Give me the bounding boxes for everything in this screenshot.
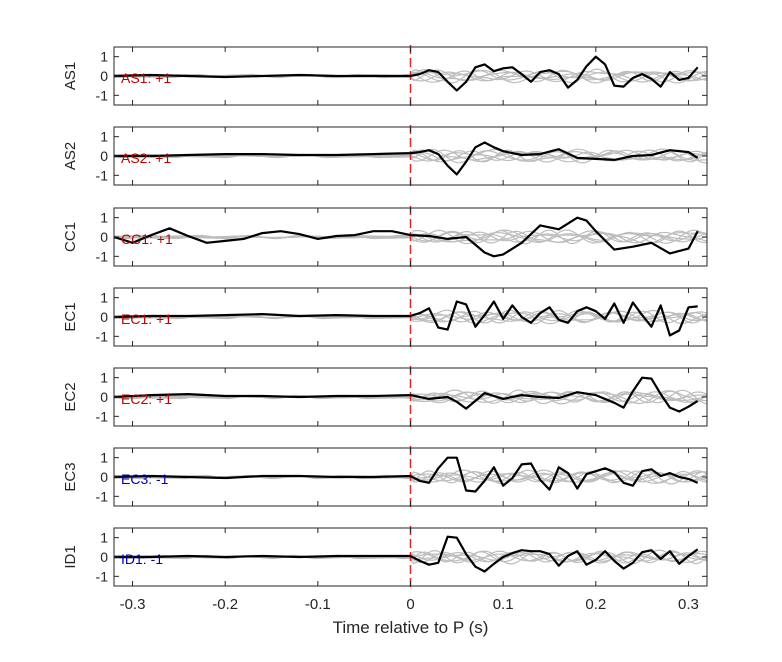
y-tick-label: 0 [100, 469, 108, 485]
polarity-annotation: EC3: -1 [121, 471, 169, 487]
y-tick-label: 0 [100, 309, 108, 325]
y-tick-label: -1 [96, 87, 109, 103]
polarity-annotation: EC1: +1 [121, 311, 172, 327]
polarity-annotation: EC2: +1 [121, 391, 172, 407]
y-tick-label: 1 [100, 290, 108, 306]
y-tick-label: 0 [100, 389, 108, 405]
y-tick-label: 1 [100, 450, 108, 466]
y-tick-label: -1 [96, 167, 109, 183]
main-trace [114, 535, 699, 573]
main-trace [114, 300, 698, 337]
x-axis-label: Time relative to P (s) [333, 618, 489, 637]
y-tick-label: -1 [96, 248, 109, 264]
polarity-annotation: ID1: -1 [121, 551, 163, 567]
panel-ylabel: EC1 [62, 302, 79, 331]
panel-as1: -1 0 1 AS1 AS1: +1 [62, 45, 708, 107]
panel-ylabel: AS1 [62, 62, 79, 90]
y-tick-label: -1 [96, 568, 109, 584]
main-trace [114, 216, 699, 258]
y-tick-label: 1 [100, 370, 108, 386]
panel-ec3: -1 0 1 EC3 EC3: -1 [62, 446, 708, 508]
main-trace [114, 376, 699, 413]
panel-ylabel: AS2 [62, 142, 79, 170]
polarity-annotation: AS1: +1 [121, 70, 171, 86]
y-tick-label: 1 [100, 530, 108, 546]
y-tick-label: -1 [96, 328, 109, 344]
main-trace [114, 55, 699, 92]
panel-ylabel: CC1 [62, 222, 79, 252]
y-tick-label: 1 [100, 49, 108, 65]
y-tick-label: 0 [100, 549, 108, 565]
x-tick-label: 0.3 [678, 596, 699, 613]
panel-ylabel: EC2 [62, 382, 79, 411]
panel-cc1: -1 0 1 CC1 CC1: +1 [62, 206, 708, 268]
panel-as2: -1 0 1 AS2 AS2: +1 [62, 125, 708, 187]
polarity-annotation: AS2: +1 [121, 150, 171, 166]
y-tick-label: 1 [100, 210, 108, 226]
panel-ylabel: EC3 [62, 462, 79, 491]
main-trace [114, 456, 699, 493]
x-tick-label: 0.1 [493, 596, 514, 613]
x-tick-label: -0.3 [120, 596, 146, 613]
y-tick-label: -1 [96, 408, 109, 424]
x-tick-label: -0.2 [212, 596, 238, 613]
main-trace [114, 141, 699, 176]
polarity-annotation: CC1: +1 [121, 231, 173, 247]
panel-ec1: -1 0 1 EC1 EC1: +1 [62, 286, 708, 348]
panel-ec2: -1 0 1 EC2 EC2: +1 [62, 366, 708, 428]
x-tick-label: 0.2 [585, 596, 606, 613]
y-tick-label: 0 [100, 68, 108, 84]
y-tick-label: 1 [100, 129, 108, 145]
y-tick-label: 0 [100, 229, 108, 245]
panel-id1: -1 0 1 ID1 ID1: -1 [62, 526, 708, 588]
panel-ylabel: ID1 [62, 545, 79, 568]
y-tick-label: 0 [100, 148, 108, 164]
x-tick-label: 0 [406, 596, 414, 613]
y-tick-label: -1 [96, 488, 109, 504]
x-tick-label: -0.1 [305, 596, 331, 613]
